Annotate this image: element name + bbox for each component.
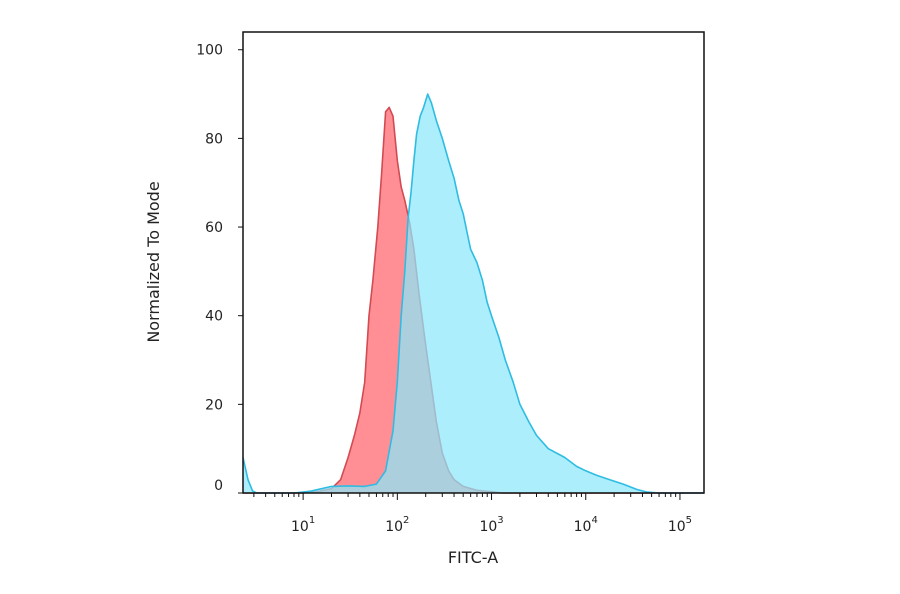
y-tick-label: 80 [205, 131, 223, 147]
x-tick-label: 105 [668, 515, 692, 535]
series-2-line [242, 93, 704, 494]
x-axis-ticks: 101 102 103 104 105 [253, 493, 692, 535]
plot-frame [242, 31, 705, 494]
y-tick-label: 60 [205, 220, 223, 236]
y-axis-ticks: 0 20 40 60 80 100 [196, 43, 243, 494]
y-tick-label: 0 [214, 478, 223, 494]
y-tick-label: 100 [196, 43, 223, 59]
y-tick-label: 40 [205, 309, 223, 325]
x-tick-label: 104 [574, 515, 598, 535]
x-tick-label: 102 [385, 515, 409, 535]
series-layer [242, 93, 704, 494]
series-2-area [243, 94, 704, 493]
y-tick-label: 20 [205, 397, 223, 413]
y-axis-title: Normalized To Mode [144, 181, 163, 342]
x-tick-label: 103 [479, 515, 503, 535]
x-axis-title: FITC-A [448, 548, 498, 567]
x-tick-label: 101 [291, 515, 315, 535]
